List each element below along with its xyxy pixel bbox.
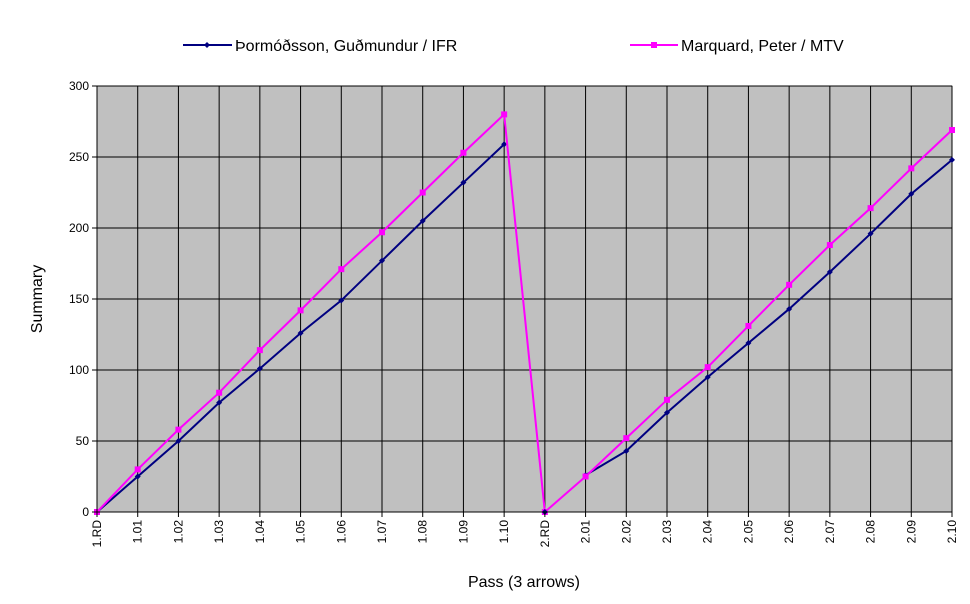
y-tick-label: 50 — [76, 434, 90, 448]
x-tick-label: 2.09 — [904, 520, 918, 544]
data-point — [338, 266, 345, 273]
data-point — [256, 365, 263, 372]
data-point — [949, 156, 955, 163]
y-tick-label: 100 — [69, 363, 89, 377]
data-point — [664, 409, 670, 416]
x-tick-label: 2.03 — [660, 520, 674, 544]
data-point — [501, 111, 508, 118]
data-point — [338, 297, 345, 304]
y-tick-label: 150 — [69, 292, 89, 306]
x-tick-label: 2.01 — [579, 520, 593, 544]
data-point — [704, 374, 711, 381]
y-tick-label: 250 — [69, 150, 89, 164]
series-line — [96, 112, 953, 515]
legend-label: Þormóðsson, Guðmundur / IFR — [235, 38, 457, 55]
y-tick-label: 0 — [82, 505, 89, 519]
data-point — [786, 305, 793, 312]
x-tick-label: 2.RD — [538, 520, 552, 548]
data-point — [826, 242, 833, 249]
x-tick-label: 1.02 — [171, 520, 185, 544]
legend-label: Marquard, Peter / MTV — [681, 38, 844, 55]
legend-item-series-1: Marquard, Peter / MTV — [630, 38, 844, 55]
x-axis-title: Pass (3 arrows) — [468, 574, 580, 591]
data-point — [949, 127, 955, 134]
x-tick-label: 1.04 — [253, 520, 267, 544]
data-point — [745, 340, 752, 347]
x-tick-label: 1.06 — [334, 520, 348, 544]
plot-area — [96, 85, 953, 513]
data-point — [419, 217, 426, 224]
data-point — [501, 141, 508, 148]
data-point — [379, 229, 385, 236]
x-tick-label: 1.05 — [294, 520, 308, 544]
axes: 0 50 100 150 200 250 300 1.RD 1.01 1.02 1.03 1.04 1.… — [69, 79, 959, 547]
x-tick-label: 1.10 — [497, 520, 511, 544]
y-tick-label: 300 — [69, 79, 89, 93]
data-point — [826, 269, 833, 276]
data-point — [704, 364, 711, 371]
data-point — [297, 330, 304, 337]
x-tick-label: 1.RD — [90, 520, 104, 548]
data-point — [623, 447, 630, 454]
data-point — [419, 189, 426, 196]
x-tick-label: 2.10 — [945, 520, 959, 544]
legend-marker-diamond — [204, 42, 210, 48]
data-point — [175, 438, 182, 444]
data-point — [786, 281, 793, 288]
x-tick-label: 2.05 — [741, 520, 755, 544]
data-point — [379, 257, 385, 264]
data-point — [623, 435, 630, 442]
series-line — [585, 159, 953, 476]
legend-item-series-0: Þormóðsson, Guðmundur / IFR — [183, 38, 457, 55]
data-point — [216, 399, 223, 406]
data-point — [908, 165, 915, 172]
data-point — [745, 322, 752, 329]
x-tick-label: 1.01 — [131, 520, 145, 544]
y-axis-title: Summary — [29, 265, 46, 333]
x-tick-label: 1.03 — [212, 520, 226, 544]
data-point — [216, 389, 223, 396]
data-point — [867, 230, 874, 237]
data-point — [664, 396, 670, 403]
data-point — [175, 426, 182, 433]
x-tick-label: 2.08 — [864, 520, 878, 544]
series-1 — [94, 111, 955, 515]
data-point — [582, 473, 589, 480]
data-point — [867, 205, 874, 212]
series-0 — [94, 141, 955, 515]
data-point — [460, 149, 467, 156]
x-tick-label: 2.07 — [823, 520, 837, 544]
x-tick-label: 1.07 — [375, 520, 389, 544]
data-point — [256, 347, 263, 354]
data-point — [460, 179, 467, 186]
legend-marker-square — [651, 42, 657, 48]
x-tick-label: 1.09 — [456, 520, 470, 544]
data-point — [134, 473, 141, 480]
legend: Þormóðsson, Guðmundur / IFR Marquard, Pe… — [183, 38, 844, 55]
data-point — [908, 190, 915, 197]
x-tick-label: 1.08 — [416, 520, 430, 544]
data-point — [134, 466, 141, 473]
y-tick-label: 200 — [69, 221, 89, 235]
series-group — [94, 111, 955, 515]
data-point — [297, 307, 304, 314]
x-tick-label: 2.02 — [619, 520, 633, 544]
x-tick-label: 2.04 — [701, 520, 715, 544]
x-tick-label: 2.06 — [782, 520, 796, 544]
